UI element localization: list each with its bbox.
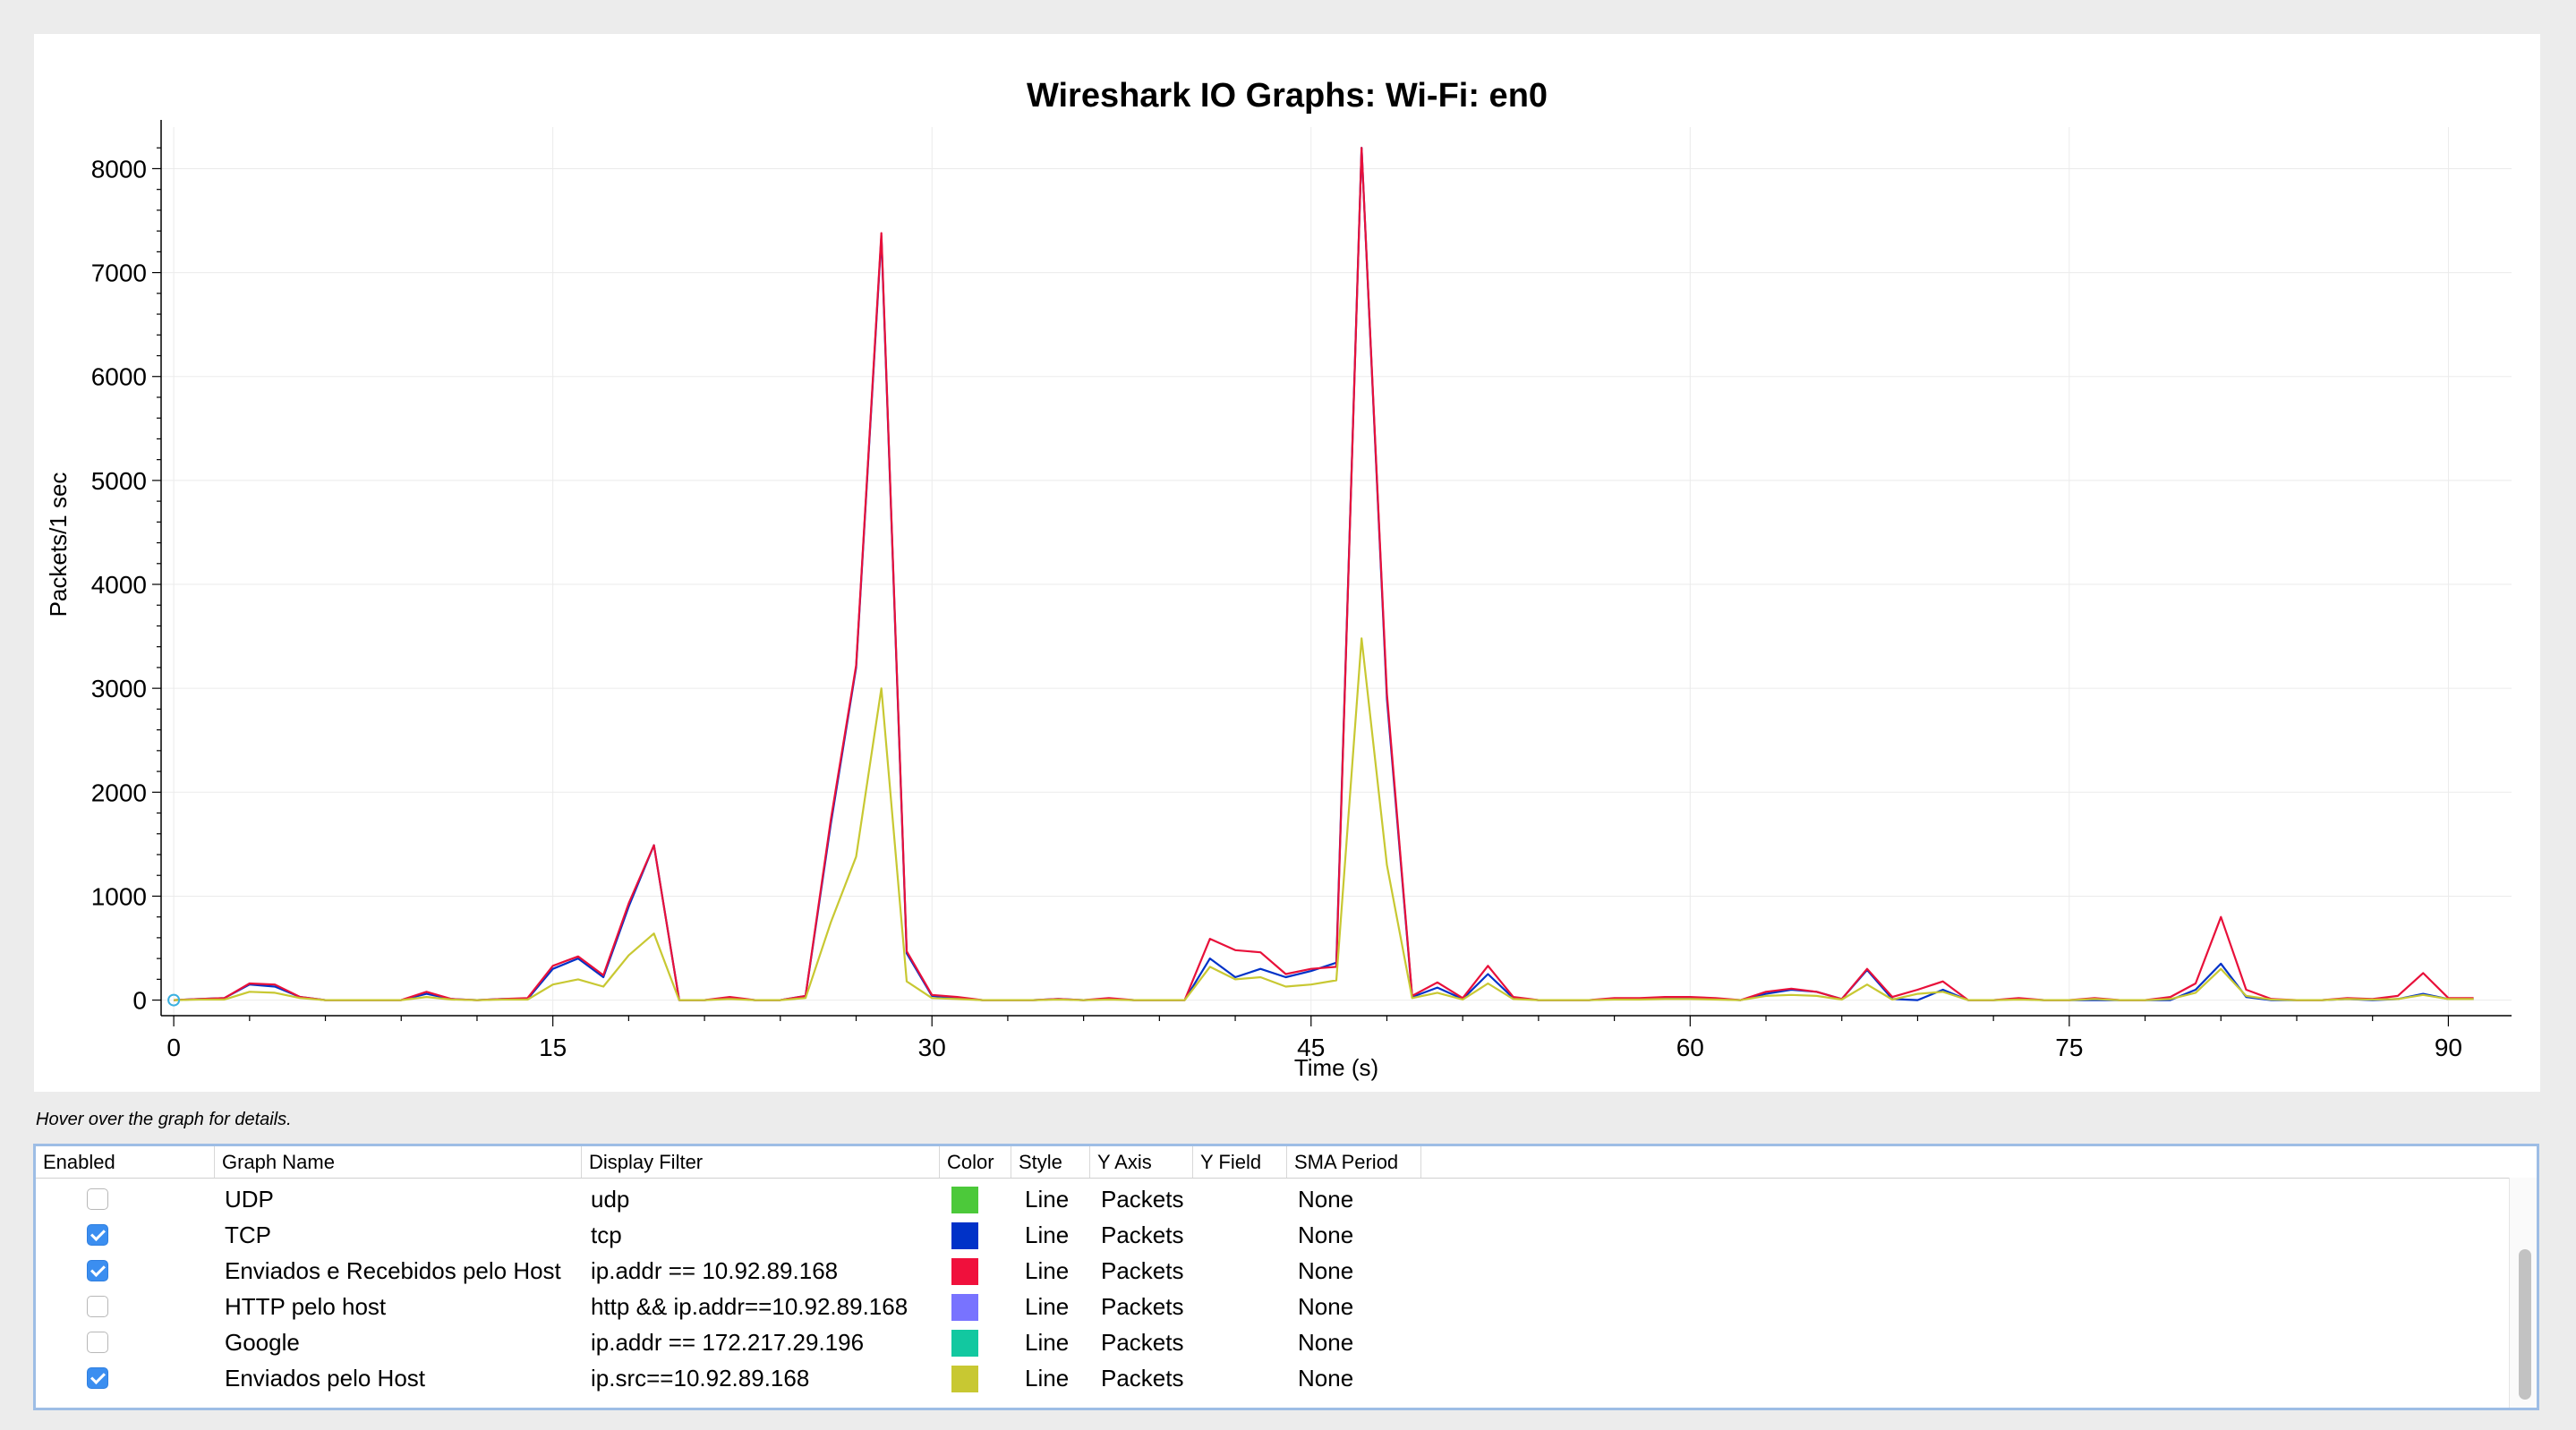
origin-marker (167, 993, 181, 1007)
x-tick-label: 0 (166, 1034, 181, 1061)
x-axis-label: Time (s) (1294, 1054, 1378, 1081)
graph-name[interactable]: UDP (225, 1186, 274, 1213)
style-value[interactable]: Line (1025, 1293, 1070, 1320)
enabled-checkbox[interactable] (87, 1367, 108, 1389)
graph-name[interactable]: Google (225, 1329, 300, 1356)
graph-name[interactable]: HTTP pelo host (225, 1293, 387, 1320)
y-tick-label: 7000 (91, 260, 147, 287)
series-line-1 (174, 147, 2474, 1001)
color-swatch[interactable] (951, 1258, 978, 1285)
header-color[interactable]: Color (940, 1146, 1011, 1178)
enabled-checkbox[interactable] (87, 1224, 108, 1246)
x-tick-label: 45 (1297, 1034, 1325, 1061)
y-axis-value[interactable]: Packets (1101, 1293, 1184, 1320)
axis-layer: 0 1000 2000 3000 4000 5000 6000 7000 8000 0 15 30 45… (45, 120, 2512, 1081)
y-tick-label: 2000 (91, 779, 147, 806)
table-scrollbar[interactable] (2509, 1178, 2537, 1408)
table-row[interactable]: HTTP pelo host http && ip.addr==10.92.89.… (36, 1289, 2515, 1324)
header-enabled[interactable]: Enabled (36, 1146, 215, 1178)
x-tick-label: 75 (2055, 1034, 2083, 1061)
series-layer (174, 147, 2474, 1001)
y-axis-value[interactable]: Packets (1101, 1365, 1184, 1392)
y-tick-label: 5000 (91, 467, 147, 495)
series-line-0 (174, 147, 2474, 1001)
header-graph-name[interactable]: Graph Name (215, 1146, 582, 1178)
x-tick-label: 15 (539, 1034, 567, 1061)
header-display-filter[interactable]: Display Filter (582, 1146, 940, 1178)
table-row[interactable]: Google ip.addr == 172.217.29.196 Line Packe… (36, 1324, 2515, 1360)
sma-period-value[interactable]: None (1298, 1329, 1354, 1356)
sma-period-value[interactable]: None (1298, 1186, 1354, 1213)
io-graph-chart[interactable]: 0 1000 2000 3000 4000 5000 6000 7000 8000 0 15 30 45… (34, 34, 2540, 1092)
plot-title: Wireshark IO Graphs: Wi-Fi: en0 (1026, 77, 1548, 115)
style-value[interactable]: Line (1025, 1329, 1070, 1356)
y-tick-label: 8000 (91, 155, 147, 183)
y-axis-value[interactable]: Packets (1101, 1257, 1184, 1284)
enabled-checkbox[interactable] (87, 1188, 108, 1210)
sma-period-value[interactable]: None (1298, 1293, 1354, 1320)
graph-list-table[interactable]: Enabled Graph Name Display Filter Color … (33, 1144, 2539, 1410)
x-tick-label: 90 (2435, 1034, 2462, 1061)
y-axis-value[interactable]: Packets (1101, 1221, 1184, 1248)
display-filter[interactable]: http && ip.addr==10.92.89.168 (591, 1293, 908, 1320)
enabled-checkbox[interactable] (87, 1260, 108, 1281)
display-filter[interactable]: tcp (591, 1221, 622, 1248)
color-swatch[interactable] (951, 1366, 978, 1392)
display-filter[interactable]: ip.addr == 10.92.89.168 (591, 1257, 839, 1284)
x-tick-label: 60 (1676, 1034, 1704, 1061)
graph-name[interactable]: Enviados e Recebidos pelo Host (225, 1257, 561, 1284)
display-filter[interactable]: ip.addr == 172.217.29.196 (591, 1329, 865, 1356)
grid-layer (161, 127, 2512, 1016)
enabled-checkbox[interactable] (87, 1332, 108, 1353)
y-axis-value[interactable]: Packets (1101, 1186, 1184, 1213)
color-swatch[interactable] (951, 1187, 978, 1213)
color-swatch[interactable] (951, 1222, 978, 1249)
io-graph-plot-area[interactable]: Wireshark IO Graphs: Wi-Fi: en0 0 1000 200… (34, 34, 2540, 1092)
y-tick-label: 6000 (91, 363, 147, 391)
color-swatch[interactable] (951, 1294, 978, 1321)
marker-layer (167, 993, 181, 1007)
table-row[interactable]: TCP tcp Line Packets None (36, 1217, 2515, 1253)
y-tick-label: 1000 (91, 882, 147, 910)
y-tick-label: 4000 (91, 571, 147, 599)
style-value[interactable]: Line (1025, 1365, 1070, 1392)
header-sma-period[interactable]: SMA Period (1287, 1146, 1421, 1178)
y-axis-label: Packets/1 sec (45, 472, 72, 617)
color-swatch[interactable] (951, 1330, 978, 1357)
style-value[interactable]: Line (1025, 1186, 1070, 1213)
table-scrollbar-thumb[interactable] (2519, 1249, 2531, 1400)
sma-period-value[interactable]: None (1298, 1221, 1354, 1248)
style-value[interactable]: Line (1025, 1257, 1070, 1284)
hover-hint: Hover over the graph for details. (36, 1110, 292, 1129)
table-row[interactable]: Enviados pelo Host ip.src==10.92.89.168 Li… (36, 1360, 2515, 1396)
sma-period-value[interactable]: None (1298, 1257, 1354, 1284)
header-y-field[interactable]: Y Field (1193, 1146, 1287, 1178)
display-filter[interactable]: ip.src==10.92.89.168 (591, 1365, 810, 1392)
style-value[interactable]: Line (1025, 1221, 1070, 1248)
graph-name[interactable]: Enviados pelo Host (225, 1365, 426, 1392)
display-filter[interactable]: udp (591, 1186, 630, 1213)
sma-period-value[interactable]: None (1298, 1365, 1354, 1392)
table-header: Enabled Graph Name Display Filter Color … (36, 1146, 2515, 1179)
table-row[interactable]: UDP udp Line Packets None (36, 1181, 2515, 1217)
series-line-2 (174, 637, 2474, 1001)
y-tick-label: 3000 (91, 675, 147, 702)
x-tick-label: 30 (918, 1034, 946, 1061)
header-y-axis[interactable]: Y Axis (1090, 1146, 1193, 1178)
y-axis-value[interactable]: Packets (1101, 1329, 1184, 1356)
graph-name[interactable]: TCP (225, 1221, 271, 1248)
enabled-checkbox[interactable] (87, 1296, 108, 1317)
header-style[interactable]: Style (1011, 1146, 1090, 1178)
y-tick-label: 0 (132, 987, 147, 1015)
table-row[interactable]: Enviados e Recebidos pelo Host ip.addr ==… (36, 1253, 2515, 1289)
